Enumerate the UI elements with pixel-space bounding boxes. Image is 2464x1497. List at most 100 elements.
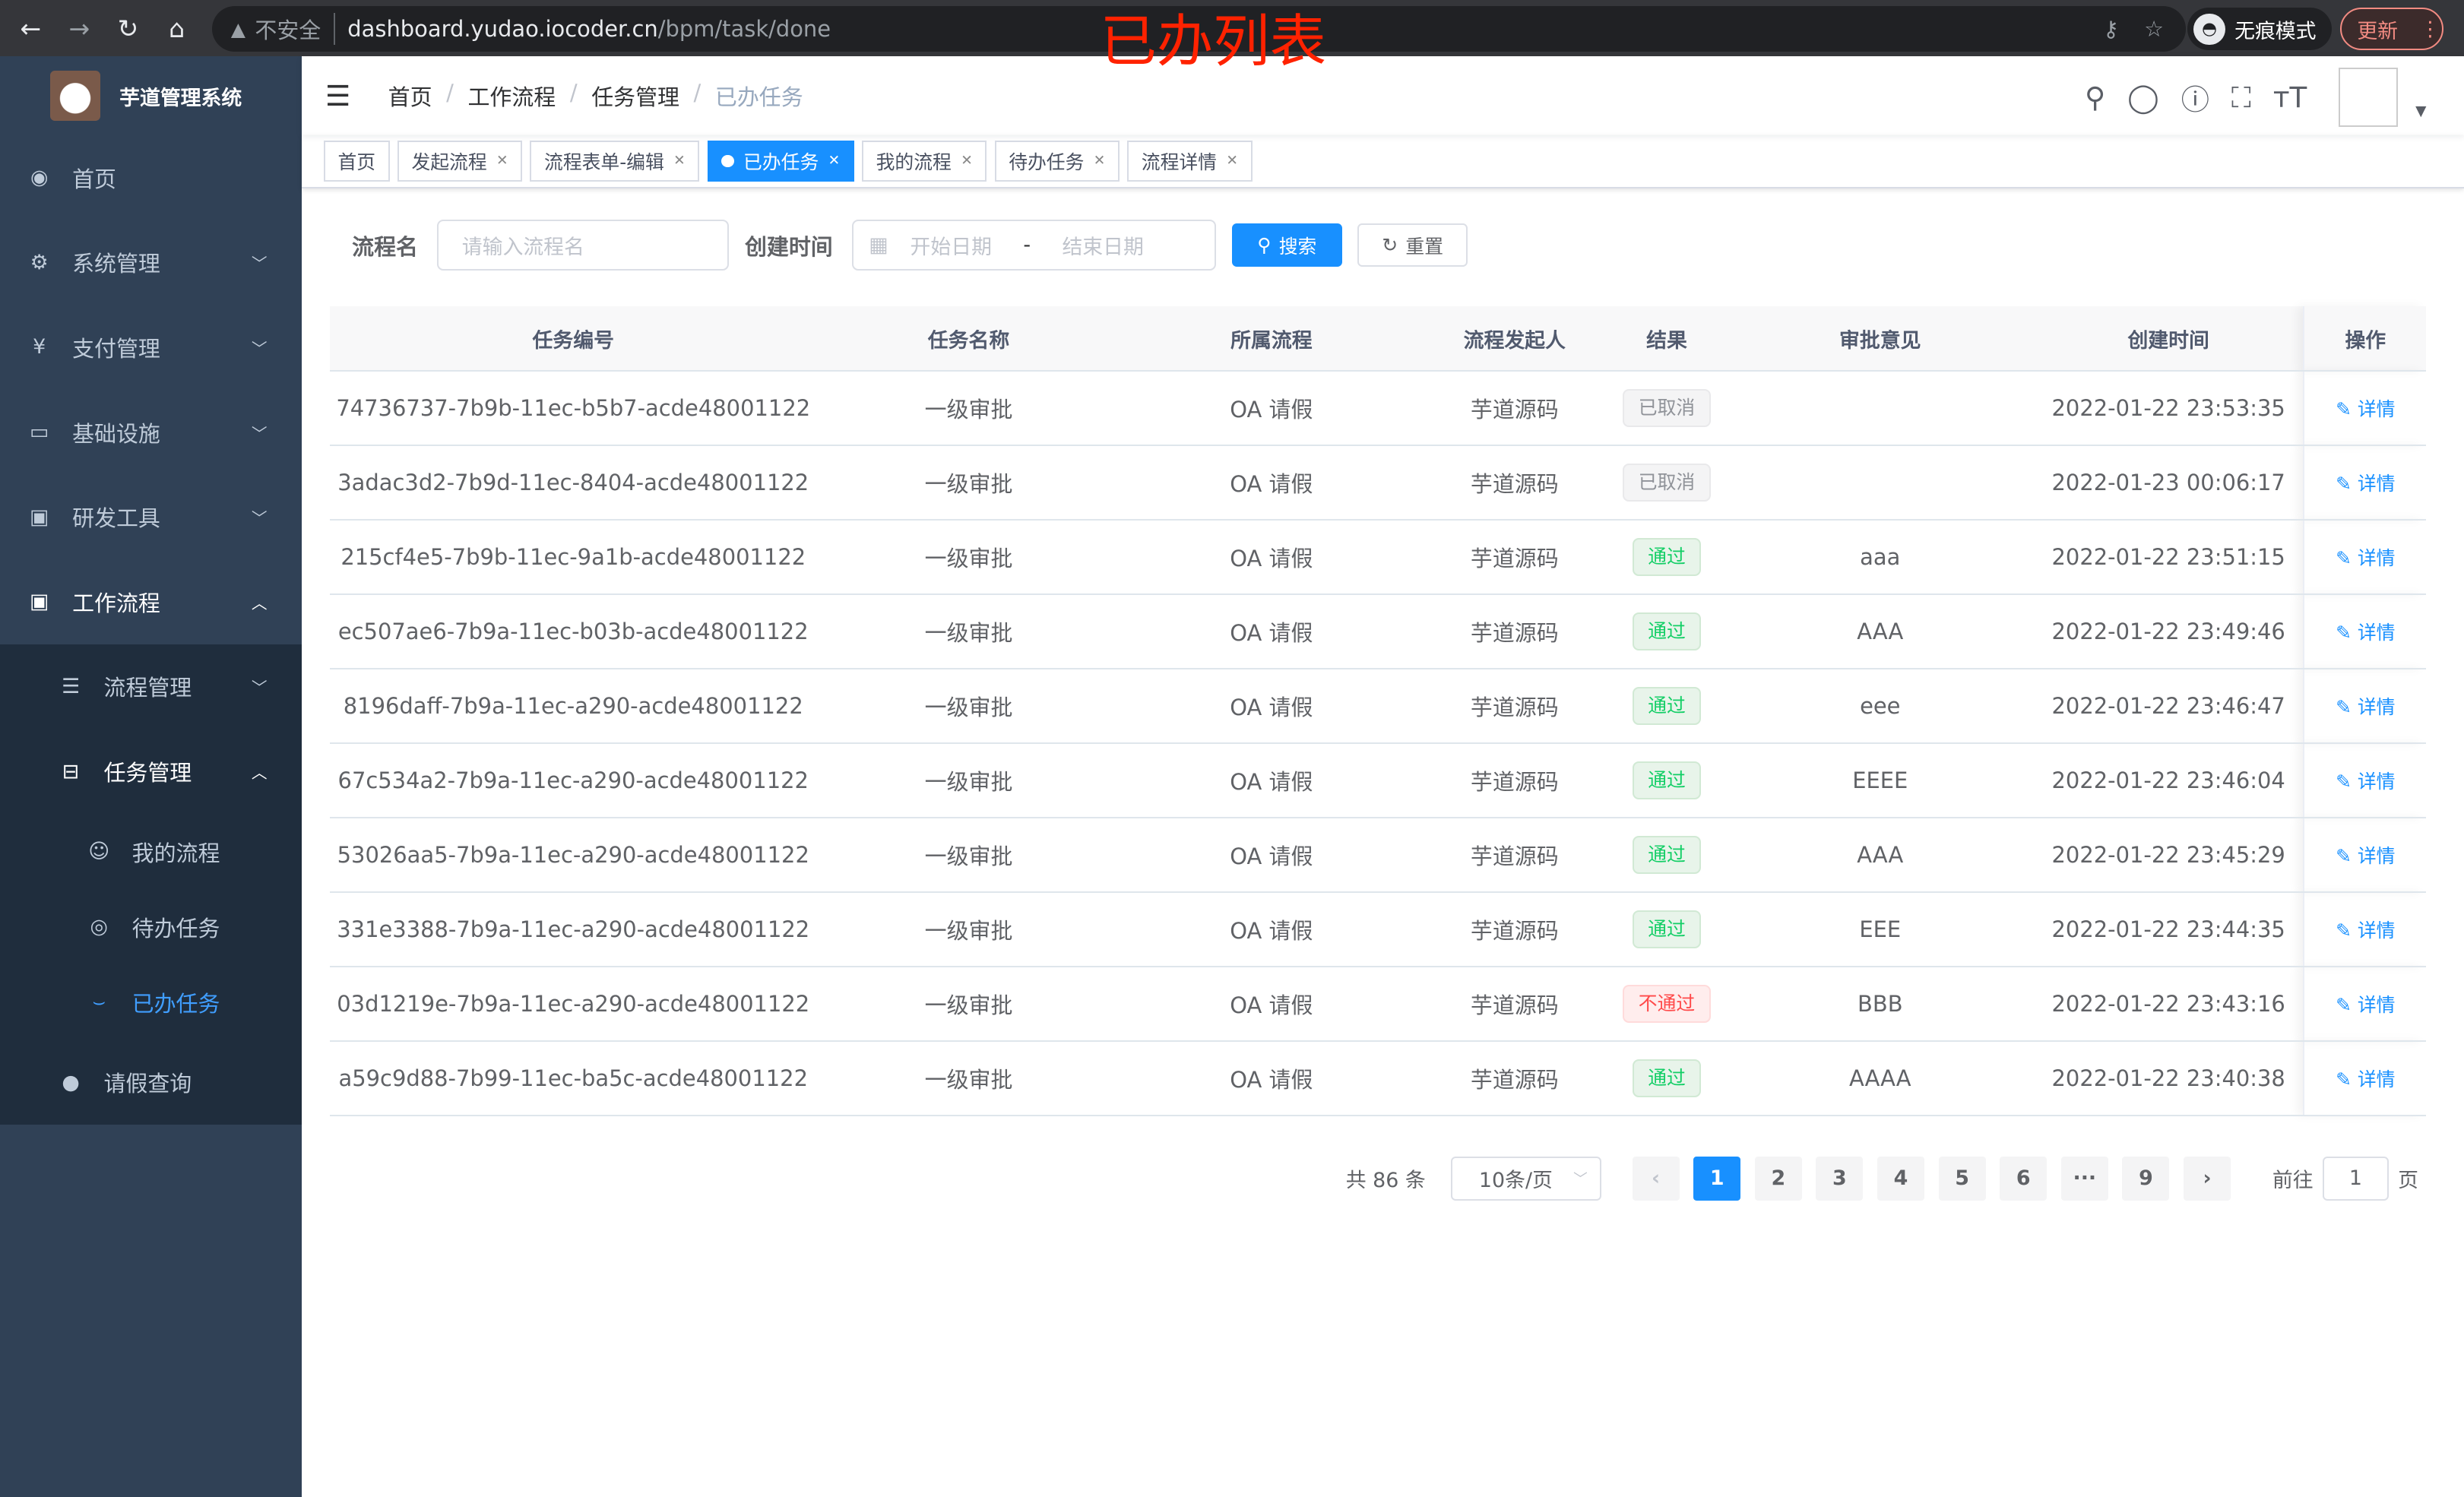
- incognito-badge[interactable]: ◓ 无痕模式: [2187, 8, 2333, 51]
- hamburger-icon[interactable]: ☰: [325, 79, 351, 113]
- breadcrumb-item[interactable]: 首页: [388, 84, 432, 111]
- breadcrumb: 首页 / 工作流程 / 任务管理 / 已办任务: [388, 80, 803, 111]
- table-cell: 芋道源码: [1421, 668, 1607, 744]
- page-button[interactable]: 9: [2122, 1156, 2170, 1201]
- more-icon[interactable]: ⋮: [2419, 17, 2440, 41]
- result-badge: 通过: [1632, 612, 1702, 650]
- page-button[interactable]: 4: [1877, 1156, 1925, 1201]
- detail-button[interactable]: ✎ 详情: [2336, 547, 2395, 569]
- search-icon[interactable]: ⚲: [2084, 81, 2106, 115]
- total-count: 共 86 条: [1345, 1169, 1426, 1193]
- user-icon: ●: [62, 1070, 80, 1094]
- sidebar-item-done[interactable]: ⌣ 已办任务: [0, 964, 302, 1040]
- detail-button[interactable]: ✎ 详情: [2336, 473, 2395, 495]
- close-icon[interactable]: ✕: [673, 153, 686, 169]
- process-name-input[interactable]: 请输入流程名: [436, 220, 730, 271]
- tag[interactable]: 发起流程 ✕: [397, 141, 523, 182]
- detail-button[interactable]: ✎ 详情: [2336, 1068, 2395, 1090]
- detail-button[interactable]: ✎ 详情: [2336, 771, 2395, 793]
- page-button[interactable]: 2: [1754, 1156, 1802, 1201]
- sidebar-item-todo[interactable]: ◎ 待办任务: [0, 889, 302, 965]
- table-cell: aaa: [1726, 519, 2035, 595]
- page-button[interactable]: 1: [1693, 1156, 1741, 1201]
- detail-button[interactable]: ✎ 详情: [2336, 622, 2395, 644]
- tag[interactable]: 待办任务 ✕: [994, 141, 1120, 182]
- avatar[interactable]: [2338, 67, 2399, 128]
- page-button[interactable]: 3: [1816, 1156, 1864, 1201]
- sidebar-item-infra[interactable]: ▭ 基础设施 ﹀: [0, 390, 302, 475]
- sidebar-item-label: 待办任务: [131, 915, 220, 942]
- caret-down-icon[interactable]: ▼: [2415, 103, 2427, 120]
- tag-home[interactable]: 首页: [323, 141, 390, 182]
- breadcrumb-item[interactable]: 工作流程: [467, 84, 556, 111]
- reset-button[interactable]: ↻ 重置: [1357, 223, 1468, 267]
- detail-button[interactable]: ✎ 详情: [2336, 845, 2395, 867]
- address-bar[interactable]: ▲ 不安全 dashboard.yudao.iocoder.cn/bpm/tas…: [212, 6, 2187, 52]
- sidebar-item-my-process[interactable]: ☺ 我的流程: [0, 813, 302, 890]
- search-button[interactable]: ⚲ 搜索: [1231, 223, 1342, 267]
- table-row: ec507ae6-7b9a-11ec-b03b-acde48001122 一级审批…: [330, 593, 2427, 669]
- table-cell: 通过: [1607, 668, 1727, 744]
- reload-icon[interactable]: ↻: [117, 13, 139, 43]
- page-button[interactable]: 5: [1938, 1156, 1986, 1201]
- tag[interactable]: 流程表单-编辑 ✕: [530, 141, 700, 182]
- close-icon[interactable]: ✕: [1226, 153, 1238, 169]
- detail-button[interactable]: ✎ 详情: [2336, 696, 2395, 718]
- logo[interactable]: 芋道管理系统: [0, 56, 302, 135]
- end-date[interactable]: 结束日期: [1062, 236, 1144, 260]
- sidebar-item-pay[interactable]: ¥ 支付管理 ﹀: [0, 305, 302, 390]
- sidebar-item-home[interactable]: ◉ 首页: [0, 135, 302, 220]
- detail-button[interactable]: ✎ 详情: [2336, 398, 2395, 420]
- fullscreen-icon[interactable]: ⛶: [2231, 80, 2251, 114]
- close-icon[interactable]: ✕: [828, 153, 841, 169]
- breadcrumb-item[interactable]: 任务管理: [591, 84, 679, 111]
- tag[interactable]: 流程详情 ✕: [1127, 141, 1253, 182]
- sidebar: 芋道管理系统 ◉ 首页 ⚙ 系统管理 ﹀ ¥ 支付管理 ﹀ ▭ 基础设施 ﹀ ▣ 研发工具 ﹀ ▣…: [0, 56, 302, 1497]
- page-button[interactable]: ···: [2060, 1156, 2108, 1201]
- key-icon[interactable]: ⚷: [2102, 16, 2120, 43]
- close-icon[interactable]: ✕: [1093, 153, 1106, 169]
- table-cell: 74736737-7b9b-11ec-b5b7-acde48001122: [330, 370, 817, 446]
- result-badge: 通过: [1632, 761, 1702, 799]
- font-size-icon[interactable]: ᴛT: [2272, 81, 2307, 115]
- detail-button[interactable]: ✎ 详情: [2336, 919, 2395, 942]
- action-cell: ✎ 详情: [2303, 519, 2427, 595]
- sidebar-item-task-manage[interactable]: ⊟ 任务管理 ︿: [0, 729, 302, 814]
- start-date[interactable]: 开始日期: [910, 236, 992, 260]
- table-cell: BBB: [1726, 966, 2035, 1042]
- workflow-submenu: ☰ 流程管理 ﹀ ⊟ 任务管理 ︿ ☺ 我的流程 ◎ 待办任务 ⌣ 已办任务 ● 请假查询: [0, 644, 302, 1125]
- gear-icon: ⚙: [30, 250, 49, 274]
- column-header: 任务编号: [330, 306, 817, 372]
- goto-page-input[interactable]: 1: [2322, 1156, 2389, 1201]
- table-cell: 芋道源码: [1421, 593, 1607, 669]
- back-icon[interactable]: ←: [20, 13, 42, 43]
- prev-page-button[interactable]: ‹: [1632, 1156, 1680, 1201]
- star-icon[interactable]: ☆: [2144, 16, 2165, 43]
- github-icon[interactable]: ◯: [2127, 81, 2159, 115]
- forward-icon[interactable]: →: [68, 13, 90, 43]
- page-button[interactable]: 6: [2000, 1156, 2048, 1201]
- sidebar-item-leave[interactable]: ● 请假查询: [0, 1040, 302, 1125]
- close-icon[interactable]: ✕: [961, 153, 973, 169]
- sidebar-item-workflow[interactable]: ▣ 工作流程 ︿: [0, 559, 302, 644]
- sidebar-item-tools[interactable]: ▣ 研发工具 ﹀: [0, 474, 302, 559]
- chevron-up-icon: ︿: [251, 593, 268, 612]
- page-size-select[interactable]: 10条/页 ﹀: [1450, 1156, 1602, 1201]
- tree-icon: ⊟: [62, 759, 80, 783]
- sidebar-item-system[interactable]: ⚙ 系统管理 ﹀: [0, 220, 302, 305]
- next-page-button[interactable]: ›: [2184, 1156, 2231, 1201]
- table-cell: 一级审批: [816, 1040, 1121, 1116]
- eye-closed-icon: ⌣: [92, 990, 106, 1014]
- home-icon[interactable]: ⌂: [169, 13, 185, 43]
- table-cell: 芋道源码: [1421, 742, 1607, 818]
- help-icon[interactable]: ⓘ: [2181, 83, 2209, 117]
- tag-active[interactable]: 已办任务 ✕: [707, 141, 854, 182]
- sidebar-item-process-manage[interactable]: ☰ 流程管理 ﹀: [0, 644, 302, 730]
- incognito-icon: ◓: [2193, 13, 2225, 45]
- detail-button[interactable]: ✎ 详情: [2336, 994, 2395, 1016]
- date-range-input[interactable]: ▦ 开始日期 - 结束日期: [851, 220, 1217, 271]
- close-icon[interactable]: ✕: [496, 153, 508, 169]
- tag[interactable]: 我的流程 ✕: [862, 141, 987, 182]
- update-button[interactable]: 更新 ⋮: [2339, 8, 2444, 51]
- eye-icon: ◎: [90, 915, 108, 939]
